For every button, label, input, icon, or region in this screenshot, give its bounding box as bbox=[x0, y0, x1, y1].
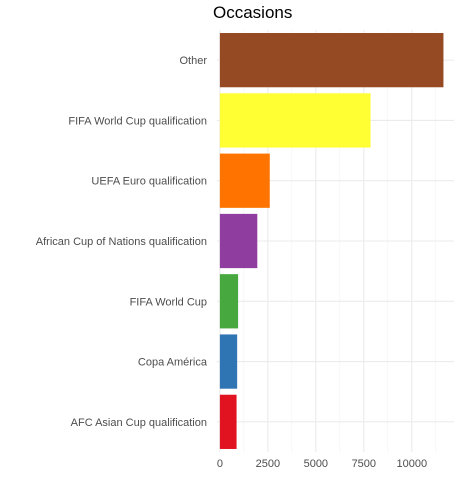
bar bbox=[219, 213, 258, 269]
x-tick-label: 2500 bbox=[256, 458, 280, 470]
category-label: Copa América bbox=[138, 357, 208, 369]
category-label: AFC Asian Cup qualification bbox=[71, 417, 207, 429]
bars bbox=[219, 33, 444, 449]
category-label: FIFA World Cup bbox=[130, 296, 207, 308]
category-label: FIFA World Cup qualification bbox=[68, 115, 207, 127]
bar bbox=[219, 93, 371, 148]
x-tick-label: 7500 bbox=[352, 458, 376, 470]
bar bbox=[219, 274, 239, 329]
bar bbox=[219, 153, 270, 208]
x-tick-label: 0 bbox=[217, 458, 223, 470]
x-tick-labels: 0 2500 5000 7500 10000 bbox=[217, 458, 427, 470]
category-label: African Cup of Nations qualification bbox=[36, 236, 207, 248]
bar bbox=[219, 334, 238, 389]
category-labels: Other FIFA World Cup qualification UEFA Eu… bbox=[36, 55, 208, 429]
x-tick-label: 10000 bbox=[396, 458, 427, 470]
bar bbox=[219, 33, 444, 88]
chart-title: Occasions bbox=[213, 3, 293, 22]
category-label: Other bbox=[179, 55, 207, 67]
x-tick-label: 5000 bbox=[304, 458, 328, 470]
category-label: UEFA Euro qualification bbox=[91, 176, 207, 188]
bar bbox=[219, 394, 237, 449]
